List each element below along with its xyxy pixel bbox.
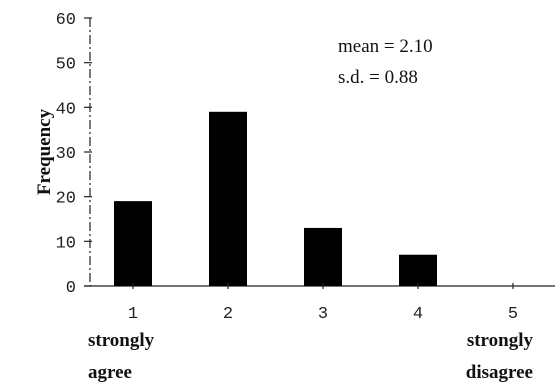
x-tick-labels: 1 2 3 4 5 [128, 283, 518, 324]
x-tick-label-1: 1 [128, 305, 138, 324]
x-tick-label-4: 4 [413, 305, 423, 324]
bars [114, 111, 437, 286]
bar-2 [209, 111, 247, 286]
category-label-1-line-1: strongly [88, 330, 155, 351]
x-tick-label-5: 5 [508, 305, 518, 324]
x-tick-label-3: 3 [318, 305, 328, 324]
category-label-1-line-2: agree [88, 362, 132, 383]
y-tick-label-50: 50 [56, 56, 76, 75]
bar-4 [399, 254, 437, 286]
y-tick-label-60: 60 [56, 11, 76, 30]
bar-3 [304, 227, 342, 286]
y-tick-label-20: 20 [56, 190, 76, 209]
bar-1 [114, 201, 152, 286]
category-label-5-line-1: strongly [467, 330, 534, 351]
y-tick-label-10: 10 [56, 234, 76, 253]
category-label-5-line-2: disagree [466, 362, 533, 383]
sd-annotation: s.d. = 0.88 [338, 67, 418, 88]
x-tick-label-2: 2 [223, 305, 233, 324]
y-tick-label-30: 30 [56, 145, 76, 164]
anchor-labels: strongly agree strongly disagree [88, 330, 533, 383]
y-tick-label-40: 40 [56, 100, 76, 119]
y-axis-label: Frequency [34, 108, 55, 195]
y-tick-label-0: 0 [66, 279, 76, 298]
y-axis: 0 10 20 30 40 50 60 [56, 11, 92, 298]
mean-annotation: mean = 2.10 [338, 36, 433, 57]
